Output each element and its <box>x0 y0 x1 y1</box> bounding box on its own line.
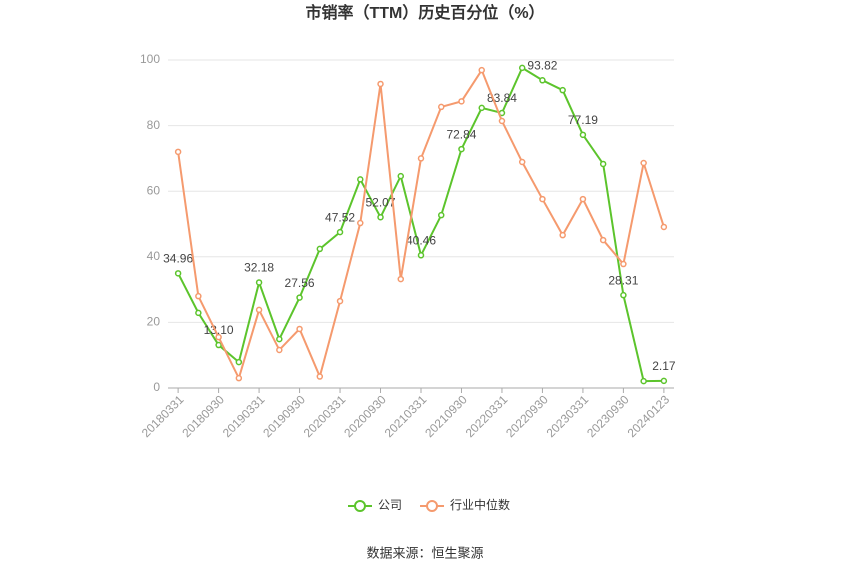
data-label: 47.52 <box>325 210 355 224</box>
data-point <box>357 176 364 183</box>
data-point <box>215 341 222 349</box>
chart-title: 市销率（TTM）历史百分位（%） <box>305 3 544 22</box>
data-point <box>397 172 405 180</box>
x-tick-label: 20180331 <box>139 392 187 440</box>
data-point <box>397 275 405 283</box>
legend-marker <box>354 500 366 512</box>
data-point <box>377 80 384 88</box>
y-tick-label: 60 <box>147 183 161 197</box>
legend-marker <box>426 500 439 512</box>
data-point <box>660 223 668 231</box>
data-point <box>377 213 384 221</box>
x-tick-label: 20230331 <box>544 392 592 440</box>
data-point <box>599 236 607 244</box>
data-point <box>518 158 526 166</box>
data-label: 52.07 <box>366 195 396 209</box>
data-point <box>195 292 202 300</box>
data-label: 27.56 <box>285 276 315 290</box>
x-tick-label: 20210331 <box>382 392 430 440</box>
data-label: 32.18 <box>244 261 274 275</box>
y-tick-label: 40 <box>147 249 161 263</box>
data-point <box>174 270 182 277</box>
source-note: 数据来源：恒生聚源 <box>366 545 483 560</box>
data-point <box>478 104 485 112</box>
data-point <box>498 117 506 125</box>
data-point <box>235 358 243 366</box>
y-tick-label: 20 <box>147 315 161 329</box>
data-label: 2.17 <box>652 359 676 373</box>
x-tick-label: 20230930 <box>584 392 632 440</box>
data-point <box>195 309 202 317</box>
data-point <box>640 159 647 167</box>
data-label: 77.19 <box>568 113 598 127</box>
data-point <box>437 103 445 111</box>
x-tick-label: 20190331 <box>220 392 268 440</box>
data-point <box>559 231 566 239</box>
data-point <box>458 145 465 153</box>
data-point <box>518 64 526 72</box>
y-tick-label: 80 <box>147 118 161 132</box>
data-point <box>620 291 627 299</box>
data-point <box>255 306 263 314</box>
legend-label: 行业中位数 <box>450 497 510 512</box>
data-label: 40.46 <box>406 233 436 247</box>
x-tick-label: 20220930 <box>503 392 551 440</box>
data-point <box>539 195 546 203</box>
data-point <box>660 377 668 385</box>
data-point <box>640 377 647 385</box>
x-tick-label: 20200331 <box>301 392 349 440</box>
x-tick-label: 20210930 <box>422 392 470 440</box>
y-tick-label: 100 <box>140 52 160 66</box>
data-point <box>215 333 222 341</box>
data-point <box>336 297 344 305</box>
data-point <box>579 195 587 203</box>
data-point <box>336 228 344 236</box>
data-point <box>255 279 263 286</box>
x-tick-label: 20190930 <box>260 392 308 440</box>
data-point <box>417 252 425 259</box>
data-point <box>174 148 182 156</box>
x-tick-label: 20220331 <box>463 392 511 440</box>
data-point <box>276 335 283 343</box>
data-point <box>296 325 303 333</box>
data-label: 28.31 <box>608 273 638 287</box>
data-label: 13.10 <box>204 323 234 337</box>
data-label: 72.84 <box>446 127 476 141</box>
x-tick-label: 20180930 <box>179 392 227 440</box>
data-point <box>316 245 324 253</box>
data-point <box>296 294 303 301</box>
data-point <box>316 373 324 380</box>
data-point <box>579 131 587 139</box>
data-label: 34.96 <box>163 252 193 266</box>
y-tick-label: 0 <box>153 380 160 394</box>
data-point <box>478 66 485 74</box>
data-point <box>458 98 465 105</box>
data-label: 93.82 <box>527 58 557 72</box>
data-point <box>235 374 243 382</box>
data-point <box>437 211 445 219</box>
data-point <box>559 86 566 94</box>
data-point <box>357 219 364 227</box>
x-tick-label: 20200930 <box>341 392 389 440</box>
data-point <box>276 346 283 354</box>
data-point <box>599 160 607 168</box>
data-point <box>539 77 546 84</box>
legend-label: 公司 <box>378 498 402 512</box>
data-point <box>620 260 627 268</box>
data-point <box>417 155 425 162</box>
x-tick-label: 20240123 <box>625 392 673 440</box>
